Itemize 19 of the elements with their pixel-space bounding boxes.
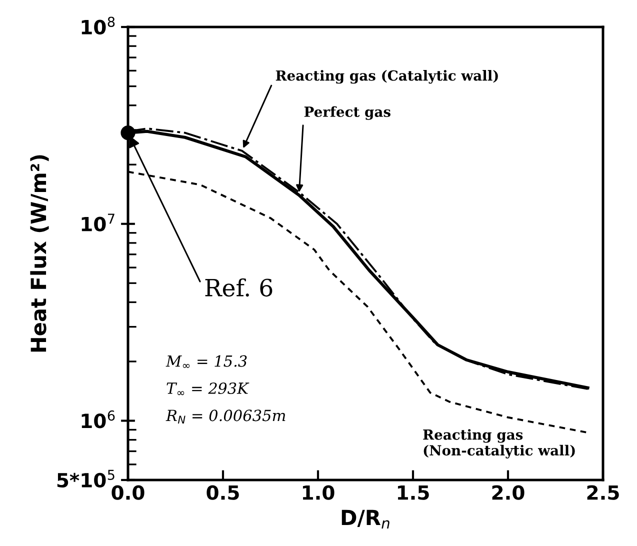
y-axis-title: Heat Flux (W/m²) — [30, 155, 49, 352]
x-tick-label: 2.5 — [587, 485, 619, 500]
x-tick-label: 0.0 — [112, 485, 144, 500]
text: Perfect gas — [304, 106, 390, 120]
annotation: T$_{∞}$ = 293K — [166, 382, 250, 396]
x-tick-label: 1.0 — [302, 485, 334, 500]
y-tick-label: 10$^{6}$ — [82, 410, 115, 428]
y-tick-label: 10$^{7}$ — [82, 214, 114, 232]
x-tick-label: 0.5 — [206, 485, 239, 500]
text: Ref. 6 — [205, 278, 272, 297]
annotation: R$_{N}$ = 0.00635m — [166, 410, 286, 424]
x-tick-label: 2.0 — [492, 485, 524, 500]
y-tick-label: 5*10$^{5}$ — [57, 470, 114, 488]
text: Reacting gas (Catalytic wall) — [276, 70, 498, 84]
x-tick-label: 1.5 — [398, 485, 429, 500]
x-axis-title: D/R$_{n}$ — [342, 510, 390, 528]
series-label: Reacting gas (Non-catalytic wall) — [423, 429, 575, 458]
annotation: M$_{∞}$ = 15.3 — [166, 355, 247, 368]
y-tick-label: 10$^{8}$ — [82, 16, 115, 35]
